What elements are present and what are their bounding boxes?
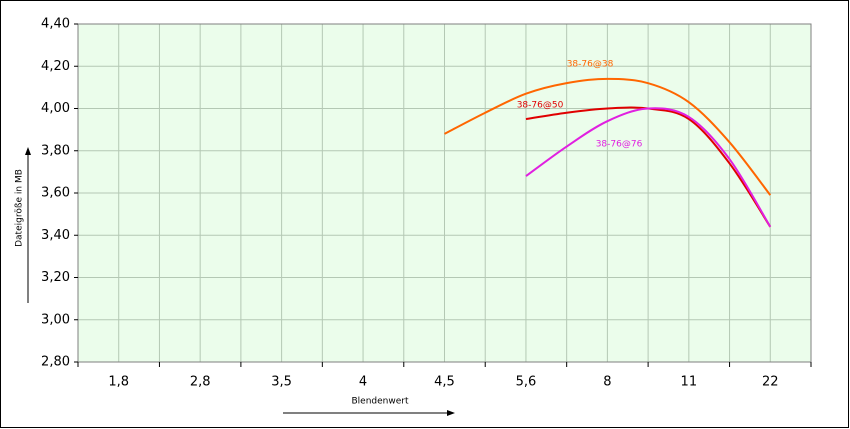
y-tick-label: 3,60 (41, 186, 70, 201)
x-arrowhead (447, 410, 455, 416)
x-tick-label: 22 (762, 375, 779, 390)
series-label: 38-76@38 (567, 60, 614, 70)
y-tick-label: 4,00 (41, 101, 70, 116)
y-tick-label: 4,40 (41, 17, 70, 32)
series-line (525, 107, 772, 228)
x-tick-label: 2,8 (190, 375, 211, 390)
x-tick-label: 11 (681, 375, 698, 390)
y-axis-label: Dateigröße in MB (15, 169, 25, 247)
y-tick-label: 3,00 (41, 312, 70, 327)
y-tick-label: 4,20 (41, 59, 70, 74)
series-label: 38-76@50 (517, 101, 564, 111)
y-tick-label: 2,80 (41, 355, 70, 370)
y-tick-label: 3,40 (41, 228, 70, 243)
lines (444, 77, 772, 228)
y-arrowhead (25, 147, 31, 155)
x-tick-label: 4 (359, 375, 367, 390)
series-label: 38-76@76 (596, 140, 643, 150)
x-axis-label: Blendenwert (352, 397, 409, 407)
y-tick-label: 3,20 (41, 270, 70, 285)
x-tick-label: 1,8 (108, 375, 129, 390)
x-tick-label: 5,6 (516, 375, 537, 390)
series-line (444, 77, 772, 196)
x-tick-label: 4,5 (434, 375, 455, 390)
x-tick-label: 8 (603, 375, 611, 390)
y-tick-label: 3,80 (41, 143, 70, 158)
x-tick-label: 3,5 (271, 375, 292, 390)
